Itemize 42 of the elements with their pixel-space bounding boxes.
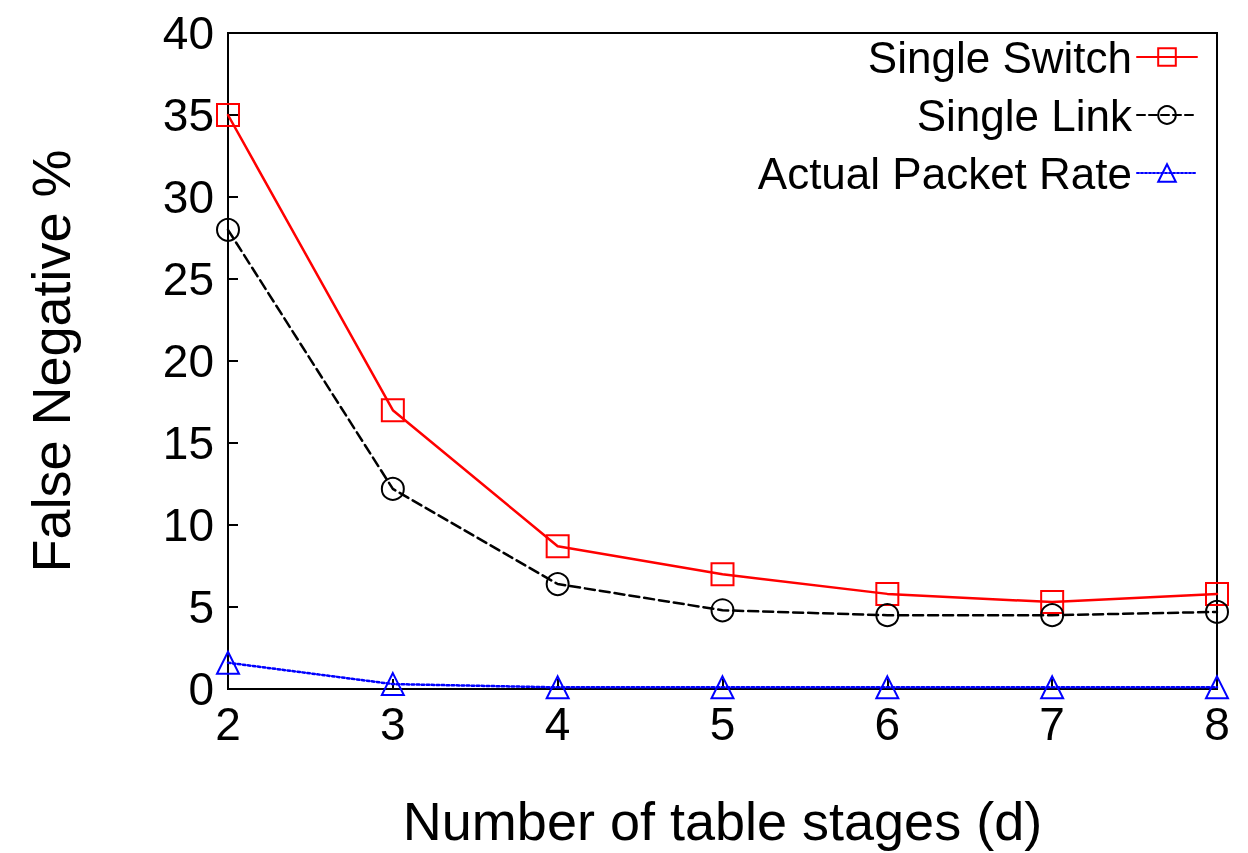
x-tick-label: 3 [380, 698, 406, 750]
point [875, 675, 900, 700]
x-tick-label: 6 [874, 698, 901, 750]
point [1205, 599, 1229, 624]
point [380, 672, 405, 697]
y-tick-label: 30 [162, 171, 214, 223]
point [1040, 675, 1065, 700]
point [1205, 581, 1229, 606]
point [545, 534, 570, 559]
point [216, 650, 240, 675]
legend-label: Single Switch [867, 32, 1132, 82]
x-tick-label: 7 [1039, 698, 1065, 750]
point [545, 572, 570, 597]
x-tick-label: 8 [1204, 698, 1230, 750]
point [380, 476, 405, 501]
legend-label: Actual Packet Rate [757, 148, 1132, 198]
point [710, 598, 735, 623]
x-axis-title: Number of table stages (d) [402, 791, 1043, 851]
y-tick-label: 35 [162, 89, 214, 141]
y-tick-label: 40 [162, 7, 214, 59]
x-tick-label: 5 [709, 698, 736, 750]
point [875, 581, 900, 606]
point [380, 398, 405, 423]
x-tick-label: 2 [215, 698, 241, 750]
legend-label: Single Link [916, 90, 1133, 140]
point [545, 675, 570, 700]
point [710, 562, 735, 587]
point [875, 603, 900, 628]
point [1040, 590, 1065, 615]
y-tick-label: 25 [162, 253, 214, 305]
point [1205, 675, 1229, 700]
y-axis-title: False Negative % [21, 149, 81, 573]
point [710, 675, 735, 700]
point [216, 103, 240, 127]
y-tick-label: 15 [162, 417, 214, 469]
y-tick-label: 5 [188, 581, 214, 633]
point [216, 217, 240, 242]
y-tick-label: 20 [162, 335, 214, 387]
x-tick-label: 4 [544, 698, 571, 750]
y-tick-label: 0 [188, 663, 214, 715]
y-tick-label: 10 [162, 499, 214, 551]
point [1040, 603, 1065, 628]
